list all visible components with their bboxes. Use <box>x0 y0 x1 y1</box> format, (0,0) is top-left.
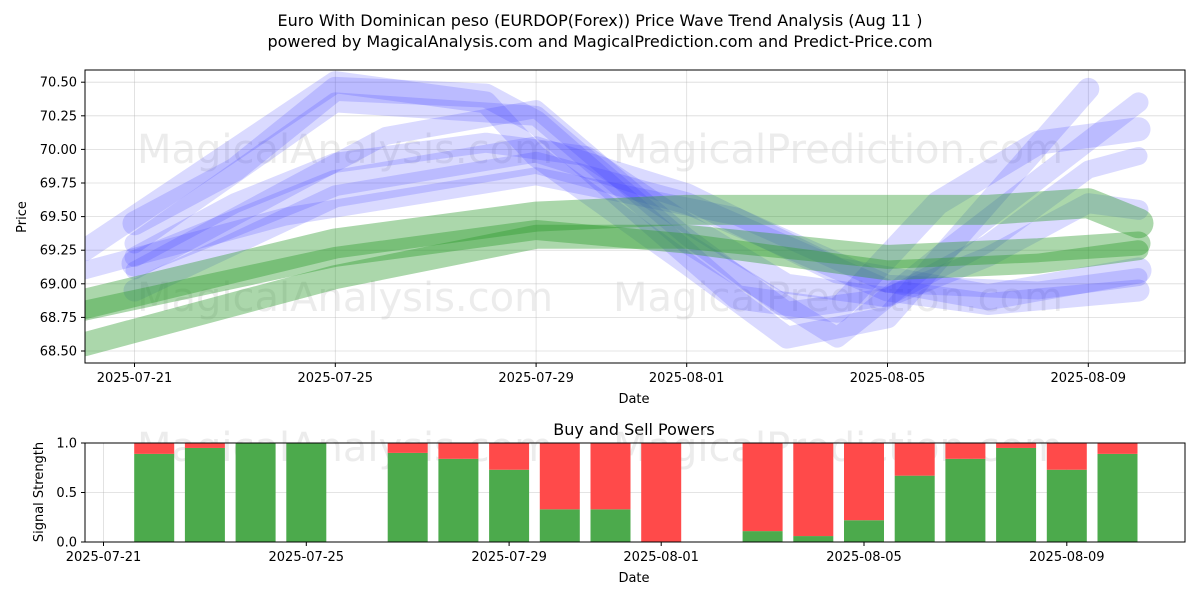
sell-bar <box>996 443 1037 448</box>
price-y-tick-label: 69.00 <box>40 277 77 292</box>
price-y-tick-label: 68.75 <box>40 311 77 326</box>
sell-bar <box>1097 443 1138 454</box>
buy-bar <box>235 443 276 542</box>
signal-x-ticks: 2025-07-21 2025-07-25 2025-07-29 2025-08-01… <box>66 542 1105 565</box>
buy-sell-plot: Buy and Sell Powers MagicalAnalysis.com … <box>32 420 1186 586</box>
price-y-tick-label: 70.25 <box>40 109 77 124</box>
signal-x-tick-label: 2025-07-25 <box>269 550 345 565</box>
sell-bar <box>844 443 884 521</box>
buy-bar <box>286 443 327 542</box>
buy-bar <box>184 447 225 542</box>
buy-bar <box>844 520 884 542</box>
price-y-tick-label: 68.50 <box>40 345 77 360</box>
watermark-prediction: MagicalPrediction.com <box>613 275 1063 321</box>
buy-bar <box>793 536 834 542</box>
blue-wave-4 <box>125 100 1148 320</box>
price-x-tick-label: 2025-07-21 <box>97 371 173 386</box>
price-x-tick-label: 2025-07-29 <box>498 371 574 386</box>
price-x-tick-label: 2025-07-25 <box>298 371 374 386</box>
buy-bar <box>134 453 175 542</box>
price-wave-plot: MagicalAnalysis.com MagicalPrediction.co… <box>15 69 1186 407</box>
price-x-axis-label: Date <box>618 392 649 407</box>
sell-bar <box>1046 443 1087 470</box>
price-x-tick-label: 2025-08-05 <box>850 371 926 386</box>
watermark-prediction: MagicalPrediction.com <box>613 425 1063 471</box>
signal-x-tick-label: 2025-08-09 <box>1029 550 1105 565</box>
signal-x-tick-label: 2025-08-01 <box>623 550 699 565</box>
sell-bar <box>438 443 479 459</box>
sell-bar <box>945 443 986 459</box>
sell-bar <box>742 443 783 532</box>
buy-bar <box>387 452 428 542</box>
sell-bar <box>489 443 530 470</box>
signal-bars <box>134 443 1138 542</box>
signal-x-tick-label: 2025-07-21 <box>66 550 142 565</box>
sell-bar <box>134 443 175 454</box>
buy-bar <box>1097 453 1138 542</box>
blue-wave-2 <box>124 92 1149 348</box>
price-watermarks: MagicalAnalysis.com MagicalPrediction.co… <box>137 127 1063 321</box>
green-wave-2 <box>85 224 1151 357</box>
price-y-tick-label: 70.00 <box>40 143 77 158</box>
blue-wave-1 <box>85 71 1100 349</box>
blue-wave-8 <box>85 167 1148 300</box>
green-wave-3 <box>85 220 1149 321</box>
chart-subtitle: powered by MagicalAnalysis.com and Magic… <box>267 32 932 51</box>
sell-bar <box>894 443 935 476</box>
signal-x-axis-label: Date <box>618 571 649 586</box>
buy-bar <box>438 458 479 542</box>
signal-y-tick-label: 1.0 <box>56 437 77 452</box>
blue-wave-6 <box>121 136 1152 311</box>
blue-wave-5 <box>124 132 1149 308</box>
price-y-axis-label: Price <box>15 201 30 233</box>
buy-bar <box>489 469 530 542</box>
sell-bar <box>387 443 428 453</box>
green-wave-1 <box>85 188 1154 319</box>
sell-bar <box>793 443 834 537</box>
watermark-analysis: MagicalAnalysis.com <box>137 127 553 173</box>
signal-y-ticks: 0.0 0.5 1.0 <box>56 437 85 551</box>
price-y-tick-label: 70.50 <box>40 76 77 91</box>
signal-x-tick-label: 2025-07-29 <box>471 550 547 565</box>
sell-bar <box>184 443 225 448</box>
chart-title: Euro With Dominican peso (EURDOP(Forex))… <box>277 11 922 30</box>
price-x-tick-label: 2025-08-01 <box>649 371 725 386</box>
price-y-tick-label: 69.25 <box>40 244 77 259</box>
price-y-ticks: 68.50 68.75 69.00 69.25 69.50 69.75 70.00 70.25… <box>40 76 85 360</box>
sell-bar <box>641 443 682 542</box>
buy-bar <box>590 509 631 542</box>
sell-bar <box>539 443 580 510</box>
price-grid <box>85 70 1185 363</box>
watermark-analysis: MagicalAnalysis.com <box>137 275 553 321</box>
buy-bar <box>894 475 935 542</box>
sell-bar <box>590 443 631 510</box>
price-series <box>85 71 1154 357</box>
price-y-tick-label: 69.50 <box>40 210 77 225</box>
signal-y-tick-label: 0.5 <box>56 486 77 501</box>
price-x-ticks: 2025-07-21 2025-07-25 2025-07-29 2025-08-01… <box>97 363 1126 386</box>
buy-sell-title: Buy and Sell Powers <box>553 420 715 439</box>
price-x-tick-label: 2025-08-09 <box>1051 371 1127 386</box>
buy-bar <box>539 509 580 542</box>
blue-wave-3 <box>122 76 1151 323</box>
signal-y-axis-label: Signal Strength <box>32 442 47 542</box>
signal-x-tick-label: 2025-08-05 <box>826 550 902 565</box>
buy-bar <box>945 458 986 542</box>
buy-bar <box>996 447 1037 542</box>
buy-bar <box>742 531 783 542</box>
price-y-tick-label: 69.75 <box>40 177 77 192</box>
watermark-prediction: MagicalPrediction.com <box>613 127 1063 173</box>
buy-bar <box>1046 469 1087 542</box>
blue-wave-7 <box>123 151 1150 315</box>
signal-y-tick-label: 0.0 <box>56 536 77 551</box>
